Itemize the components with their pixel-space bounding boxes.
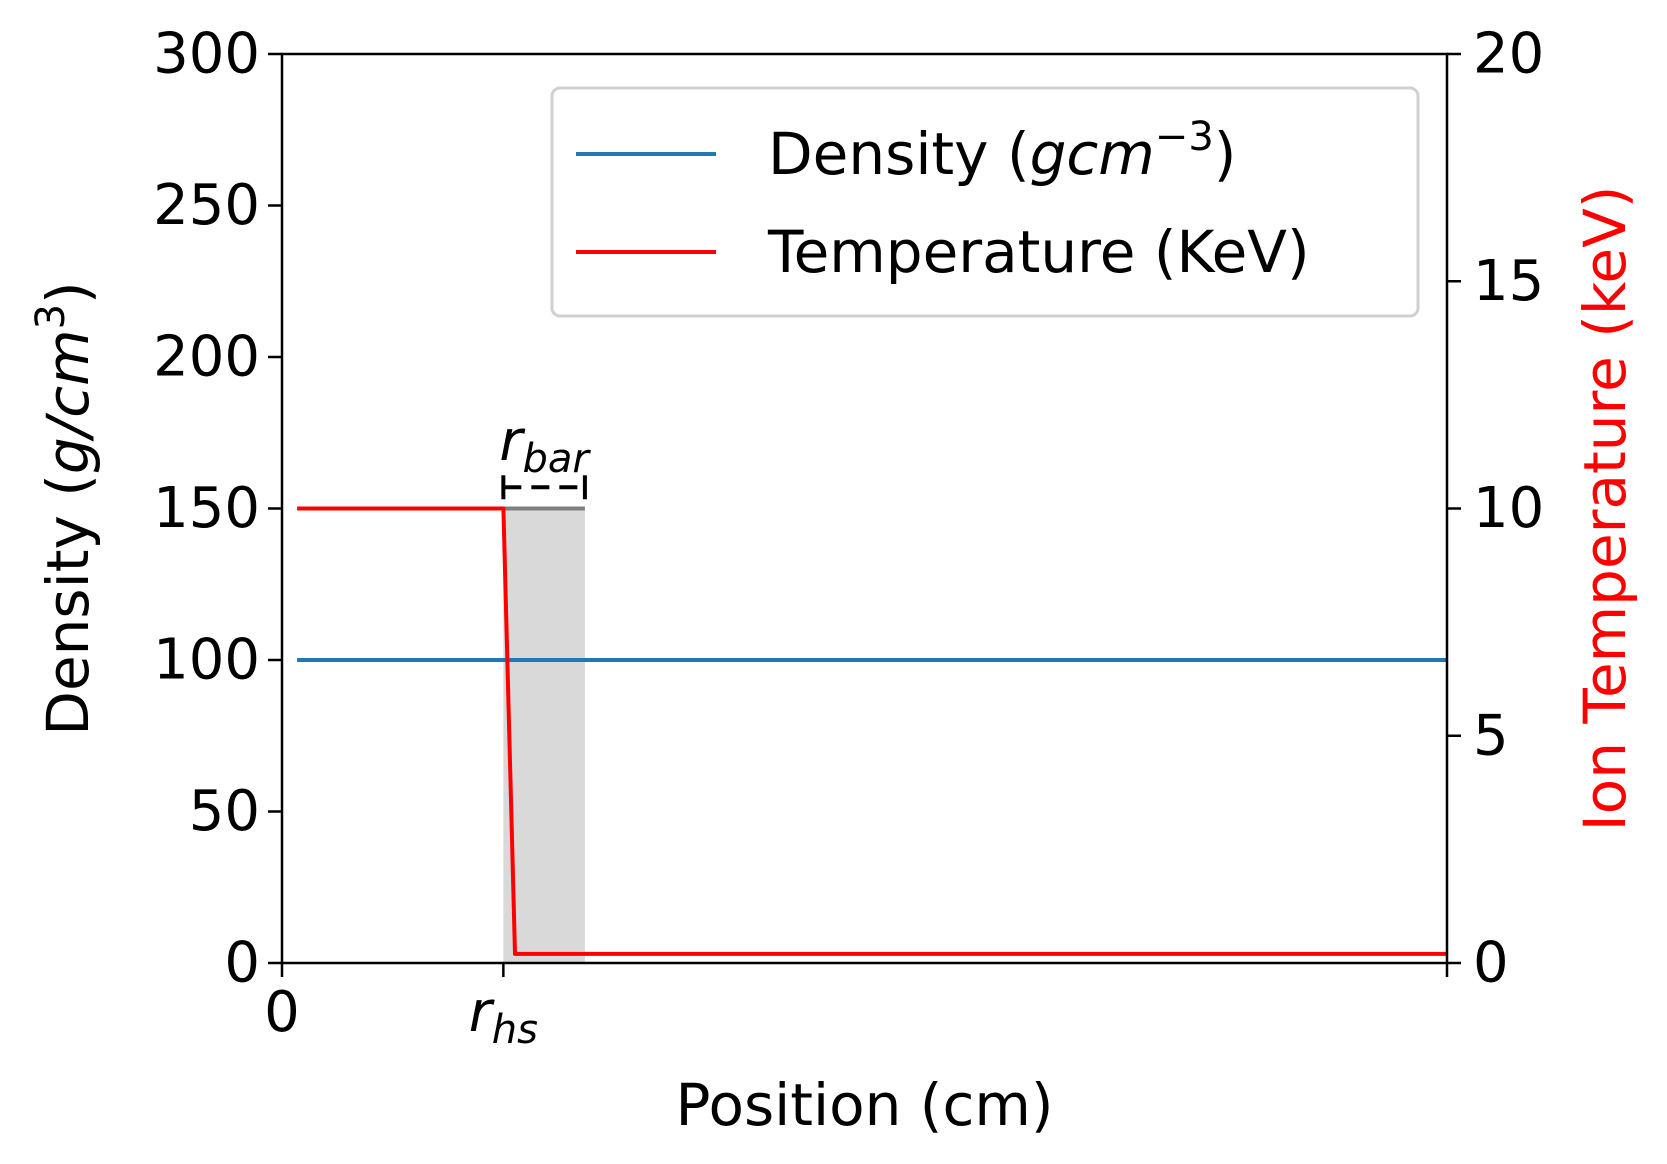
legend: Density (gcm−3) Temperature (KeV) <box>550 86 1420 318</box>
y-right-tick-label: 10 <box>1473 476 1544 541</box>
series-layer <box>297 506 1447 956</box>
legend-label-temperature: Temperature (KeV) <box>767 218 1310 286</box>
y-left-tick-label: 150 <box>153 476 260 541</box>
shaded-region-layer <box>503 506 585 963</box>
r-bar-label: rbar <box>499 409 591 482</box>
x-tick-label-main: 0 <box>264 980 300 1045</box>
y-left-title-close: ) <box>34 281 102 304</box>
y-left-tick-label: 50 <box>189 779 260 844</box>
y-right-tick-label: 20 <box>1473 22 1544 87</box>
y-left-tick-label: 100 <box>153 628 260 693</box>
y-left-tick-label: 250 <box>153 173 260 238</box>
y-left-tick-label: 200 <box>153 325 260 390</box>
y-left-tick-label: 300 <box>153 22 260 87</box>
r-bar-label-sub: bar <box>522 436 591 482</box>
series-line-temperature <box>297 506 1447 956</box>
y-right-tick-label: 5 <box>1473 703 1509 768</box>
x-axis-title: Position (cm) <box>676 1071 1054 1139</box>
r-bar-label-main: r <box>499 409 525 474</box>
legend-label-sup: −3 <box>1155 114 1214 160</box>
y-left-title-math: g/cm <box>34 329 102 474</box>
annotation-layer: rbar <box>499 409 591 500</box>
y-left-title-text: Density ( <box>34 474 102 736</box>
y-left-title-sup: 3 <box>28 304 74 329</box>
x-tick-label: rhs <box>469 980 538 1053</box>
y-left-tick-label: 0 <box>224 931 260 996</box>
y-left-axis-title: Density (g/cm3) <box>28 281 102 735</box>
shaded-region <box>503 508 585 963</box>
legend-label-close: ) <box>1214 120 1237 188</box>
y-right-tick-label: 15 <box>1473 249 1544 314</box>
x-tick-label: 0 <box>264 980 300 1045</box>
legend-box <box>550 86 1420 318</box>
y-right-tick-label: 0 <box>1473 931 1509 996</box>
legend-label-text: Density ( <box>768 120 1030 188</box>
legend-label-math: gcm <box>1030 120 1155 188</box>
x-tick-label-sub: hs <box>492 1007 538 1053</box>
y-right-axis-title: Ion Temperature (keV) <box>1571 186 1639 832</box>
x-tick-label-main: r <box>469 980 495 1045</box>
legend-label-density: Density (gcm−3) <box>768 114 1236 188</box>
